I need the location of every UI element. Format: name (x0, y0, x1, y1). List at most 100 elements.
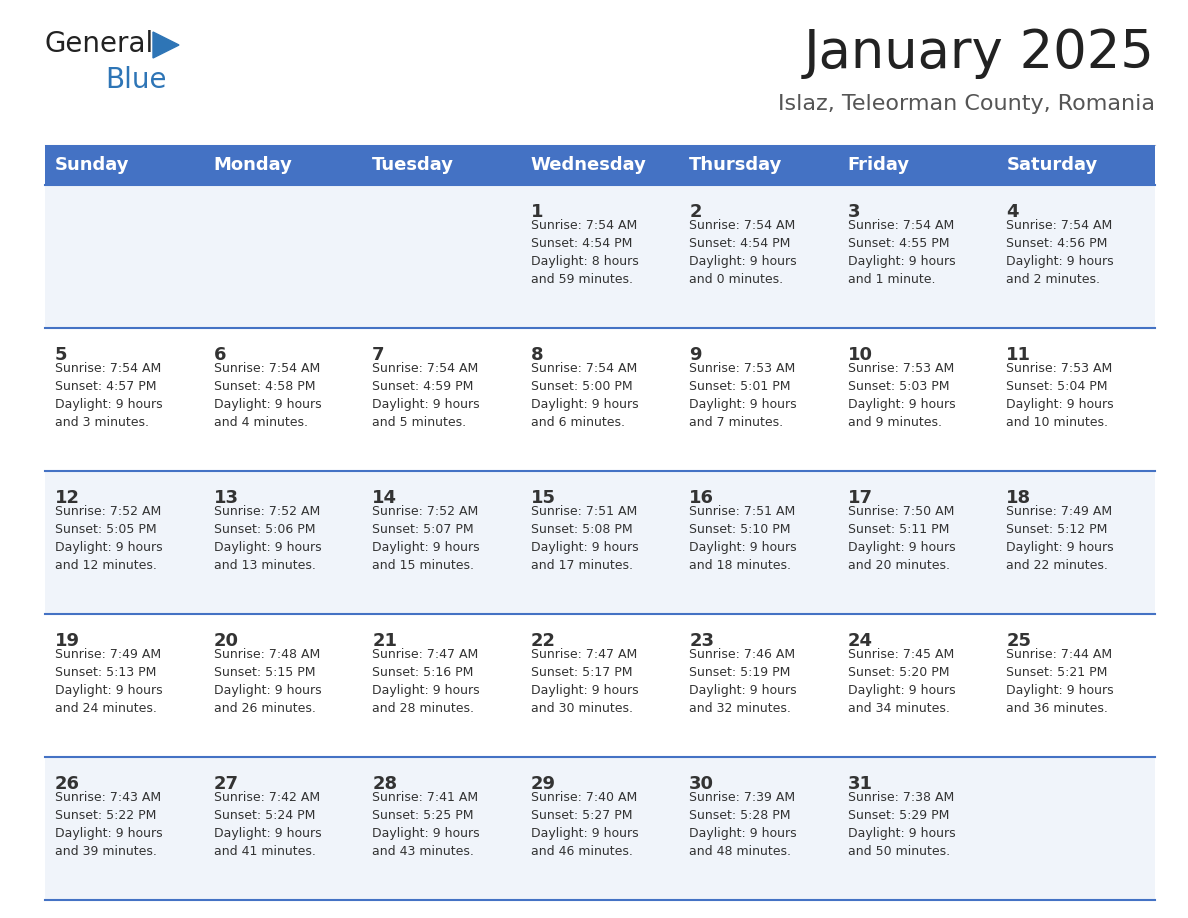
Text: Sunrise: 7:53 AM: Sunrise: 7:53 AM (1006, 362, 1113, 375)
Text: Sunset: 5:15 PM: Sunset: 5:15 PM (214, 666, 315, 679)
Bar (203, 145, 362, 185)
Text: 27: 27 (214, 775, 239, 793)
Text: Daylight: 9 hours: Daylight: 9 hours (55, 827, 163, 840)
Text: Daylight: 9 hours: Daylight: 9 hours (689, 398, 797, 411)
Text: 25: 25 (1006, 632, 1031, 650)
Text: and 26 minutes.: and 26 minutes. (214, 702, 316, 715)
Text: Daylight: 9 hours: Daylight: 9 hours (372, 684, 480, 697)
Text: Sunset: 5:12 PM: Sunset: 5:12 PM (1006, 523, 1107, 536)
Text: Sunrise: 7:54 AM: Sunrise: 7:54 AM (689, 219, 796, 232)
Text: Thursday: Thursday (689, 156, 783, 174)
Bar (362, 145, 520, 185)
Text: Sunset: 5:20 PM: Sunset: 5:20 PM (848, 666, 949, 679)
Text: and 9 minutes.: and 9 minutes. (848, 416, 942, 429)
Text: Daylight: 9 hours: Daylight: 9 hours (848, 684, 955, 697)
Text: and 13 minutes.: and 13 minutes. (214, 559, 316, 572)
Text: Sunrise: 7:54 AM: Sunrise: 7:54 AM (848, 219, 954, 232)
Text: Sunset: 4:54 PM: Sunset: 4:54 PM (531, 237, 632, 250)
Text: and 6 minutes.: and 6 minutes. (531, 416, 625, 429)
Bar (520, 328, 680, 471)
Text: Sunrise: 7:53 AM: Sunrise: 7:53 AM (689, 362, 796, 375)
Text: Sunset: 5:21 PM: Sunset: 5:21 PM (1006, 666, 1107, 679)
Text: Daylight: 9 hours: Daylight: 9 hours (531, 684, 638, 697)
Text: and 18 minutes.: and 18 minutes. (689, 559, 791, 572)
Text: and 15 minutes.: and 15 minutes. (372, 559, 474, 572)
Text: Sunset: 5:17 PM: Sunset: 5:17 PM (531, 666, 632, 679)
Text: Daylight: 9 hours: Daylight: 9 hours (1006, 541, 1114, 554)
Text: Tuesday: Tuesday (372, 156, 454, 174)
Text: Sunrise: 7:43 AM: Sunrise: 7:43 AM (55, 791, 162, 804)
Text: and 30 minutes.: and 30 minutes. (531, 702, 633, 715)
Text: and 34 minutes.: and 34 minutes. (848, 702, 949, 715)
Bar (997, 328, 1155, 471)
Text: Sunrise: 7:51 AM: Sunrise: 7:51 AM (531, 505, 637, 518)
Bar (520, 471, 680, 614)
Text: 28: 28 (372, 775, 397, 793)
Text: and 28 minutes.: and 28 minutes. (372, 702, 474, 715)
Text: Daylight: 9 hours: Daylight: 9 hours (848, 398, 955, 411)
Bar (520, 185, 680, 328)
Text: and 48 minutes.: and 48 minutes. (689, 845, 791, 858)
Bar (203, 185, 362, 328)
Text: Sunrise: 7:38 AM: Sunrise: 7:38 AM (848, 791, 954, 804)
Text: Daylight: 9 hours: Daylight: 9 hours (1006, 398, 1114, 411)
Bar (838, 185, 997, 328)
Text: Sunrise: 7:46 AM: Sunrise: 7:46 AM (689, 648, 796, 661)
Text: 15: 15 (531, 489, 556, 507)
Text: Sunset: 5:24 PM: Sunset: 5:24 PM (214, 809, 315, 822)
Text: 16: 16 (689, 489, 714, 507)
Bar (680, 185, 838, 328)
Text: 10: 10 (848, 346, 873, 364)
Text: 4: 4 (1006, 203, 1019, 221)
Text: Sunrise: 7:54 AM: Sunrise: 7:54 AM (531, 219, 637, 232)
Text: 13: 13 (214, 489, 239, 507)
Text: Sunrise: 7:51 AM: Sunrise: 7:51 AM (689, 505, 796, 518)
Text: Daylight: 9 hours: Daylight: 9 hours (214, 398, 321, 411)
Text: Sunday: Sunday (55, 156, 129, 174)
Text: Daylight: 9 hours: Daylight: 9 hours (55, 398, 163, 411)
Text: 18: 18 (1006, 489, 1031, 507)
Text: Sunset: 4:54 PM: Sunset: 4:54 PM (689, 237, 791, 250)
Text: Daylight: 8 hours: Daylight: 8 hours (531, 255, 638, 268)
Text: and 39 minutes.: and 39 minutes. (55, 845, 157, 858)
Bar (997, 471, 1155, 614)
Text: 9: 9 (689, 346, 702, 364)
Text: 30: 30 (689, 775, 714, 793)
Text: Sunrise: 7:53 AM: Sunrise: 7:53 AM (848, 362, 954, 375)
Text: Sunset: 4:55 PM: Sunset: 4:55 PM (848, 237, 949, 250)
Text: and 1 minute.: and 1 minute. (848, 273, 935, 286)
Text: Sunrise: 7:45 AM: Sunrise: 7:45 AM (848, 648, 954, 661)
Text: Sunset: 5:06 PM: Sunset: 5:06 PM (214, 523, 315, 536)
Text: and 17 minutes.: and 17 minutes. (531, 559, 633, 572)
Text: and 20 minutes.: and 20 minutes. (848, 559, 950, 572)
Text: 7: 7 (372, 346, 385, 364)
Text: 31: 31 (848, 775, 873, 793)
Bar (520, 145, 680, 185)
Bar (362, 185, 520, 328)
Text: Sunrise: 7:49 AM: Sunrise: 7:49 AM (1006, 505, 1112, 518)
Bar (838, 328, 997, 471)
Text: 11: 11 (1006, 346, 1031, 364)
Text: Sunset: 5:00 PM: Sunset: 5:00 PM (531, 380, 632, 393)
Text: Sunrise: 7:48 AM: Sunrise: 7:48 AM (214, 648, 320, 661)
Text: Daylight: 9 hours: Daylight: 9 hours (531, 827, 638, 840)
Text: General: General (45, 30, 154, 58)
Bar (203, 614, 362, 757)
Text: Sunset: 5:07 PM: Sunset: 5:07 PM (372, 523, 474, 536)
Bar (45, 185, 203, 328)
Text: and 3 minutes.: and 3 minutes. (55, 416, 148, 429)
Text: and 50 minutes.: and 50 minutes. (848, 845, 950, 858)
Text: Sunset: 5:27 PM: Sunset: 5:27 PM (531, 809, 632, 822)
Text: Sunset: 5:25 PM: Sunset: 5:25 PM (372, 809, 474, 822)
Text: and 7 minutes.: and 7 minutes. (689, 416, 783, 429)
Text: 20: 20 (214, 632, 239, 650)
Text: 2: 2 (689, 203, 702, 221)
Bar (203, 328, 362, 471)
Bar (362, 757, 520, 900)
Text: Sunset: 5:08 PM: Sunset: 5:08 PM (531, 523, 632, 536)
Text: Sunrise: 7:54 AM: Sunrise: 7:54 AM (214, 362, 320, 375)
Text: and 2 minutes.: and 2 minutes. (1006, 273, 1100, 286)
Text: Daylight: 9 hours: Daylight: 9 hours (531, 398, 638, 411)
Text: and 10 minutes.: and 10 minutes. (1006, 416, 1108, 429)
Text: Sunrise: 7:44 AM: Sunrise: 7:44 AM (1006, 648, 1112, 661)
